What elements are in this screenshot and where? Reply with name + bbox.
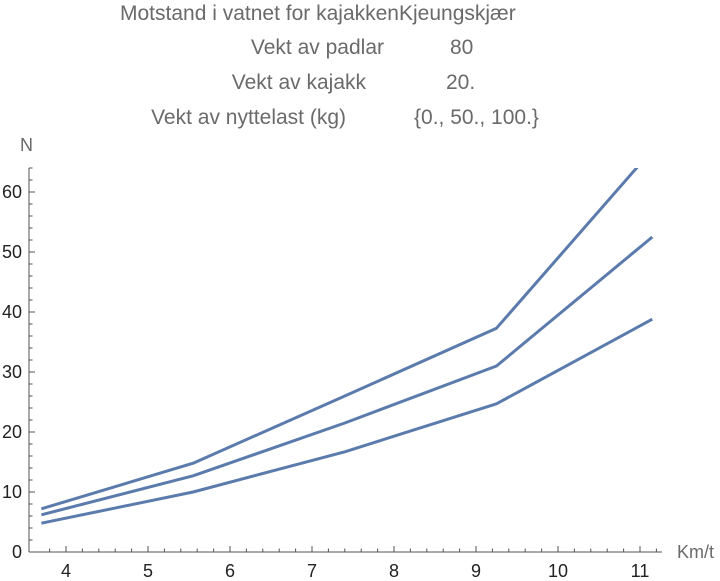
param-row-kajakk: Vekt av kajakk 20. xyxy=(0,71,720,97)
param-label: Vekt av padlar xyxy=(250,36,384,59)
x-tick-label: 8 xyxy=(389,561,399,581)
x-axis-title: Km/t xyxy=(677,542,714,562)
param-value: {0., 50., 100.} xyxy=(414,106,539,129)
param-label: Vekt av nyttelast (kg) xyxy=(151,106,346,129)
y-tick-label: 30 xyxy=(2,362,22,382)
series-line-2 xyxy=(41,317,654,525)
x-tick-label: 9 xyxy=(471,561,481,581)
y-tick-label: 0 xyxy=(12,542,22,562)
x-tick-label: 7 xyxy=(307,561,317,581)
y-tick-label: 20 xyxy=(2,422,22,442)
param-value: 20. xyxy=(446,71,476,94)
axes: 4 5 6 7 8 9 10 11 0 10 20 30 40 50 60 xyxy=(2,167,662,581)
x-tick-label: 6 xyxy=(225,561,235,581)
x-tick-label: 10 xyxy=(548,561,568,581)
param-row-padlar: Vekt av padlar 80 xyxy=(0,36,720,62)
series-line-1 xyxy=(41,235,654,517)
y-tick-label: 60 xyxy=(2,182,22,202)
x-tick-label: 5 xyxy=(143,561,153,581)
y-tick-label: 40 xyxy=(2,302,22,322)
y-axis-title: N xyxy=(20,135,33,155)
param-row-nyttelast: Vekt av nyttelast (kg) {0., 50., 100.} xyxy=(0,106,720,132)
param-value: 80 xyxy=(450,36,474,59)
series-lines xyxy=(40,168,654,525)
x-tick-label: 11 xyxy=(631,561,650,581)
y-tick-label: 50 xyxy=(2,242,22,262)
chart-title: Motstand i vatnet for kajakkenKjeungskjæ… xyxy=(120,2,516,25)
x-tick-label: 4 xyxy=(61,561,71,581)
param-label: Vekt av kajakk xyxy=(231,71,366,94)
y-tick-label: 10 xyxy=(2,482,22,502)
series-line-0 xyxy=(40,168,639,511)
